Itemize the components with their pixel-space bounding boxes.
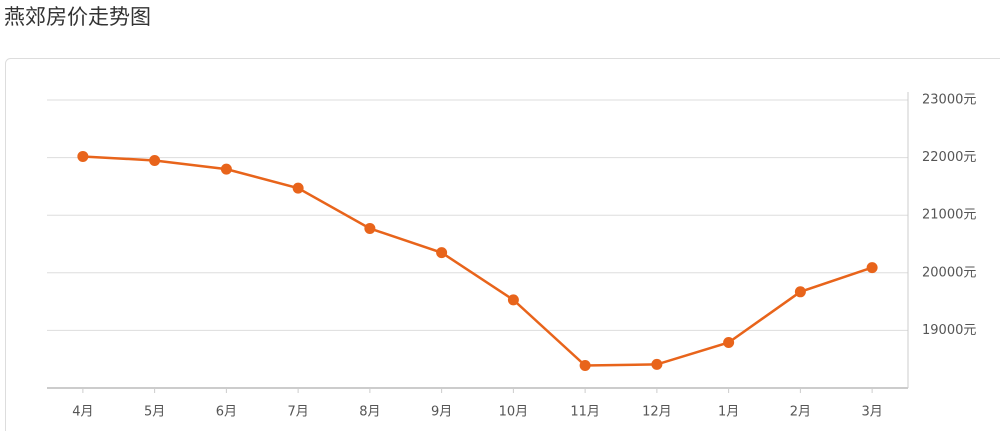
y-tick-label: 20000元 [922, 265, 976, 280]
point [795, 286, 806, 297]
x-tick-label: 7月 [287, 405, 308, 420]
point [149, 155, 160, 166]
y-tick-label: 23000元 [922, 93, 976, 108]
x-tick-label: 4月 [72, 405, 93, 420]
x-tick-label: 8月 [359, 405, 380, 420]
point [436, 247, 447, 258]
x-tick-label: 6月 [216, 405, 237, 420]
y-tick-label: 21000元 [922, 208, 976, 223]
card [6, 59, 1000, 432]
x-tick-label: 5月 [144, 405, 165, 420]
x-tick-label: 1月 [718, 405, 739, 420]
point [723, 337, 734, 348]
point [867, 262, 878, 273]
x-tick-label: 10月 [499, 405, 529, 420]
x-tick-label: 9月 [431, 405, 452, 420]
point [651, 359, 662, 370]
x-tick-label: 2月 [790, 405, 811, 420]
x-tick-label: 3月 [861, 405, 882, 420]
point [580, 360, 591, 371]
point [77, 151, 88, 162]
point [293, 183, 304, 194]
point [364, 223, 375, 234]
x-tick-label: 11月 [570, 405, 600, 420]
y-tick-label: 22000元 [922, 150, 976, 165]
chart-title: 燕郊房价走势图 [4, 5, 151, 29]
x-tick-label: 12月 [642, 405, 672, 420]
y-tick-label: 19000元 [922, 323, 976, 338]
point [221, 164, 232, 175]
point [508, 294, 519, 305]
